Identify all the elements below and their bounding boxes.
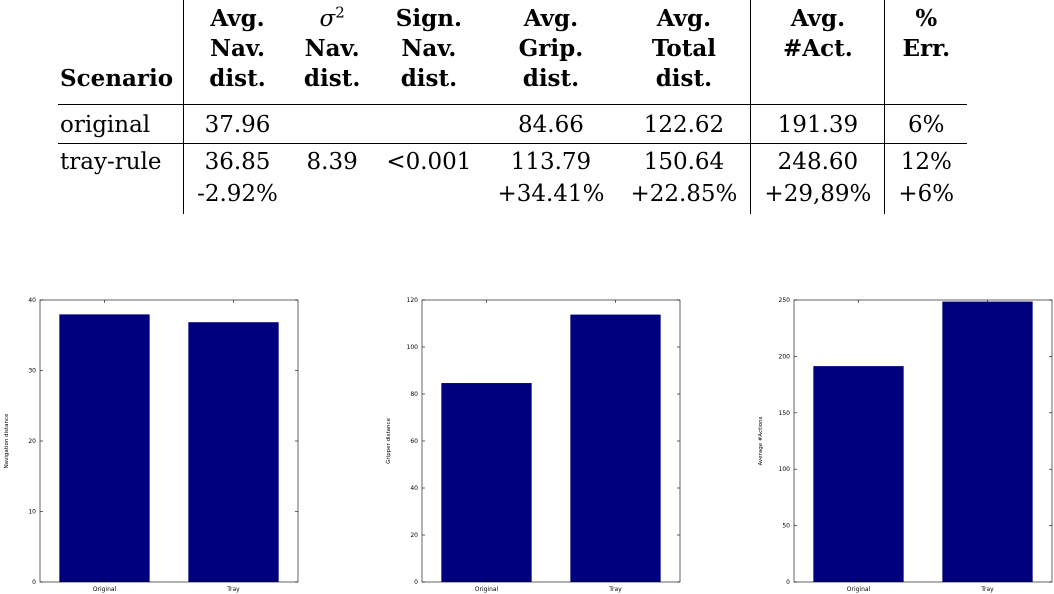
y-tick-label: 30 [28,368,36,375]
bar-original [441,383,532,582]
table-header-row: Scenario Avg. Nav. dist. σ2 Nav. dist. Sign.… [58,0,968,105]
gripper-distance-chart: Original Tray 0 20 40 60 80 100 120 Gripper dista… [382,292,682,594]
x-tick-label: Tray [980,586,994,593]
bar-original [59,314,150,582]
results-table: Scenario Avg. Nav. dist. σ2 Nav. dist. Sign.… [58,0,968,214]
y-tick-label: 0 [786,579,790,586]
y-tick-label: 20 [28,438,36,445]
x-tick-label: Tray [226,586,240,593]
table-cell: original [58,104,185,144]
table-row-tray-rule-change: -2.92% +34.41% +22.85% +29,89% +6% [58,178,967,214]
chart-svg: Original Tray 0 20 40 60 80 100 120 Gripper dista… [386,297,681,593]
y-tick-label: 250 [779,297,791,304]
average-actions-chart: Original Tray 0 50 100 150 200 250 Average #Acti… [754,292,1054,594]
y-tick-label: 50 [782,523,790,530]
table-cell: 191.39 [750,104,886,144]
bar-original [813,366,904,582]
y-tick-label: 80 [410,391,418,398]
table-cell: 84.66 [484,104,618,144]
table-cell: 12% [900,149,952,175]
y-tick-label: 200 [779,353,791,360]
table-cell [291,178,373,214]
table-cell: +22.85% [617,178,752,214]
table-cell: 6% [884,104,968,144]
plot-frame [421,299,681,583]
table-cell: +34.41% [497,181,605,207]
table-cell: 150.64 [617,143,752,178]
y-tick-label: 120 [407,297,419,304]
table-cell: 122.62 [617,104,752,144]
chart-svg: Original Tray 0 10 20 30 40 Navigation distance [4,297,299,593]
y-tick-label: 100 [407,344,419,351]
x-tick-label: Original [475,586,499,593]
header-err-percent: % Err. [884,0,968,105]
table-row-tray-rule: tray-rule 36.85 8.39 <0.001 113.79 150.6… [58,143,967,178]
y-tick-label: 0 [414,579,418,586]
table-row-original: original 37.96 84.66 122.62 191.39 6% [58,104,968,144]
y-tick-label: 40 [410,485,418,492]
table-cell: +29,89% [750,178,886,214]
table-cell: tray-rule [58,143,185,178]
y-tick-label: 10 [28,509,36,516]
y-tick-label: 0 [32,579,36,586]
table-cell: 8.39 [306,149,358,175]
table-cell: 248.60 [750,143,886,178]
bar-tray [570,314,661,582]
table-cell: +6% [898,181,955,207]
x-tick-label: Tray [608,586,622,593]
table-cell [373,178,484,214]
table-cell: 36.85 [204,149,271,175]
superscript: 2 [335,3,345,22]
plot-frame [39,299,299,583]
table-cell: -2.92% [197,181,278,207]
table-cell [290,104,374,144]
header-scenario: Scenario [58,0,185,105]
header-sign-nav-dist: Sign. Nav. dist. [373,0,485,105]
y-axis-label: Gripper distance [386,418,392,464]
table-cell: 37.96 [183,104,291,144]
header-avg-actions: Avg. #Act. [750,0,886,105]
table-cell [373,104,485,144]
chart-svg: Original Tray 0 50 100 150 200 250 Average #Acti… [758,297,1053,593]
header-avg-nav-dist: Avg. Nav. dist. [183,0,291,105]
header-sigma-nav-dist: σ2 Nav. dist. [290,0,374,105]
header-avg-total-dist: Avg. Total dist. [617,0,752,105]
bar-tray [942,301,1033,582]
y-tick-label: 20 [410,532,418,539]
y-tick-label: 40 [28,297,36,304]
x-tick-label: Original [93,586,117,593]
y-tick-label: 100 [779,466,791,473]
y-tick-label: 150 [779,410,791,417]
y-axis-label: Average #Actions [758,416,764,465]
table-cell [58,178,185,214]
sigma-symbol: σ [319,6,336,32]
x-tick-label: Original [847,586,871,593]
plot-frame [793,299,1053,583]
bar-tray [188,322,279,582]
y-axis-label: Navigation distance [4,413,10,468]
header-avg-grip-dist: Avg. Grip. dist. [484,0,618,105]
table-cell: 113.79 [510,149,592,175]
table-cell: <0.001 [386,149,472,175]
navigation-distance-chart: Original Tray 0 10 20 30 40 Navigation distance [0,292,300,594]
y-tick-label: 60 [410,438,418,445]
